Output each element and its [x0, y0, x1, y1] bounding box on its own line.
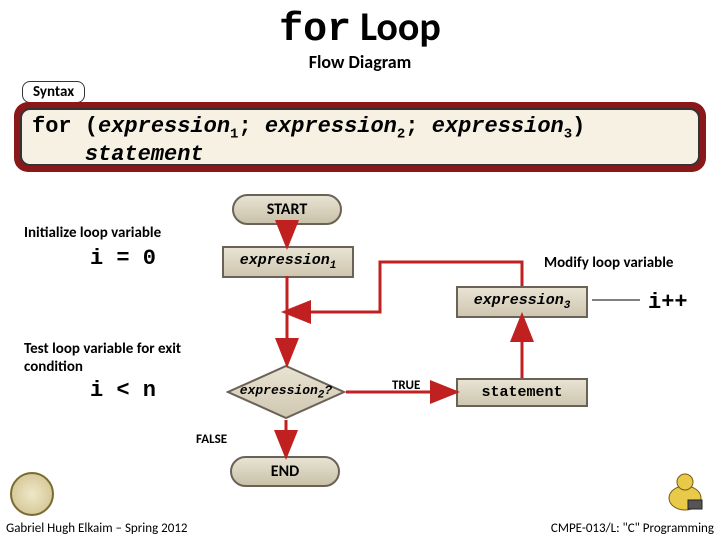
flow-end: END [230, 456, 340, 487]
title-rest: Loop [351, 2, 441, 51]
sample-init: i = 0 [90, 246, 156, 271]
flow-expr3: expression3 [456, 286, 588, 318]
flow-expr1-text: expression [240, 252, 330, 269]
syntax-stmt: statement [85, 142, 204, 167]
title-mono: for [279, 8, 351, 53]
label-false: FALSE [196, 432, 227, 447]
flow-start: START [232, 194, 342, 225]
flow-expr2-diamond: expression2? [226, 364, 346, 420]
flow-expr3-text: expression [474, 292, 564, 309]
page-subtitle: Flow Diagram [0, 51, 720, 73]
syntax-sub3: 3 [564, 126, 572, 142]
flow-arrows [0, 2, 720, 542]
footer-left: Gabriel Hugh Elkaim – Spring 2012 [6, 521, 188, 536]
syntax-label-wrap: Syntax [22, 82, 85, 101]
syntax-expr2: expression [265, 114, 397, 139]
syntax-label: Syntax [22, 81, 85, 103]
sample-cond: i < n [90, 378, 156, 403]
syntax-box: for (expression1; expression2; expressio… [14, 102, 706, 172]
syntax-sep1: ; [238, 114, 264, 139]
mascot-icon [662, 468, 708, 514]
flow-expr1: expression1 [222, 246, 354, 278]
syntax-expr3: expression [432, 114, 564, 139]
flow-expr2-text: expression2? [226, 364, 346, 420]
annot-modify: Modify loop variable [544, 254, 673, 272]
sample-mod: i++ [648, 290, 688, 315]
annot-test: Test loop variable for exit condition [24, 340, 181, 376]
seal-icon [10, 472, 54, 516]
flow-expr3-sub: 3 [564, 300, 571, 312]
annot-init: Initialize loop variable [24, 224, 161, 242]
syntax-sep2: ; [405, 114, 431, 139]
page-title: for Loop [0, 2, 720, 53]
label-true: TRUE [392, 378, 420, 393]
syntax-close: ) [572, 114, 585, 139]
footer-right: CMPE-013/L: "C" Programming [551, 521, 714, 536]
flow-stmt: statement [456, 378, 588, 407]
syntax-keyword: for [32, 114, 72, 139]
flow-expr1-sub: 1 [330, 260, 337, 272]
syntax-inner: for (expression1; expression2; expressio… [20, 108, 700, 166]
syntax-open: ( [72, 114, 98, 139]
syntax-expr1: expression [98, 114, 230, 139]
